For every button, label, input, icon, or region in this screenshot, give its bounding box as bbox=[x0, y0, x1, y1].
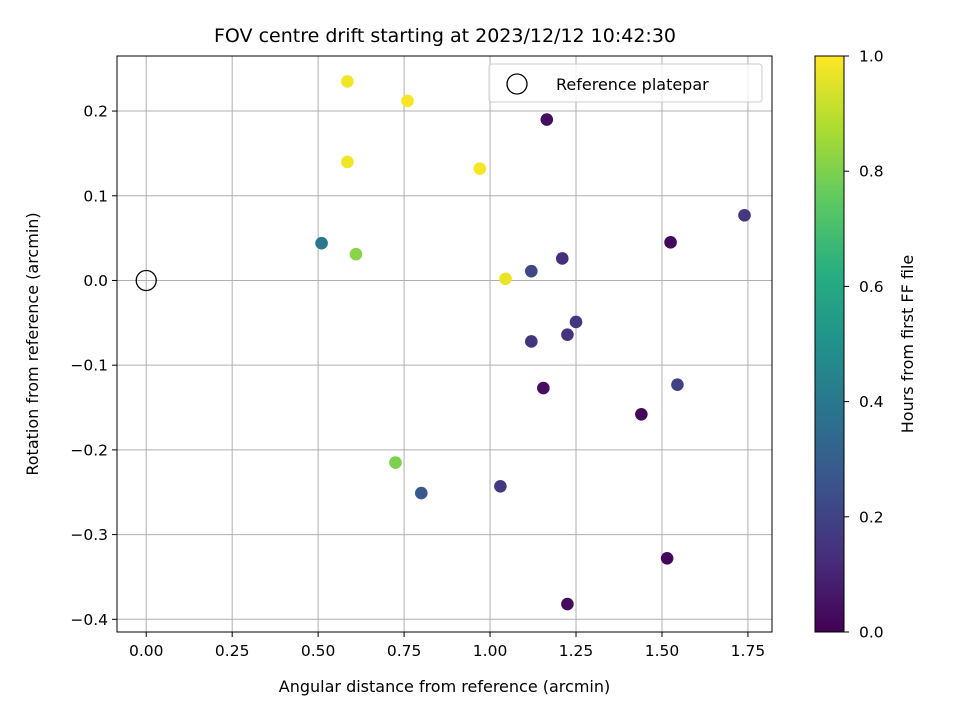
colorbar-tick-label: 0.2 bbox=[859, 508, 884, 526]
legend-box bbox=[488, 63, 763, 103]
colorbar-label: Hours from first FF file bbox=[898, 255, 917, 434]
grid-lines bbox=[117, 56, 772, 632]
colorbar-tick-label: 1.0 bbox=[859, 48, 884, 66]
data-point bbox=[635, 408, 648, 421]
x-tick-label: 0.00 bbox=[129, 642, 164, 660]
y-tick-label: 0.2 bbox=[83, 103, 108, 121]
y-tick-label: 0.1 bbox=[83, 187, 108, 205]
colorbar: 0.0 0.2 0.4 0.6 0.8 1.0 Hours from first FF f… bbox=[814, 48, 917, 642]
legend-reference-marker bbox=[506, 73, 528, 95]
legend: Reference platepar bbox=[488, 63, 763, 103]
y-tick-label: −0.4 bbox=[70, 611, 108, 629]
data-point bbox=[561, 328, 574, 341]
y-tick-label: −0.2 bbox=[70, 441, 108, 459]
reference-platepar-marker bbox=[135, 269, 157, 292]
x-tick-label: 1.00 bbox=[473, 642, 508, 660]
colorbar-frame bbox=[814, 55, 845, 633]
x-axis-label: Angular distance from reference (arcmin) bbox=[279, 677, 610, 696]
colorbar-tick-label: 0.0 bbox=[859, 624, 884, 642]
data-point bbox=[499, 272, 512, 286]
y-axis-label: Rotation from reference (arcmin) bbox=[23, 212, 42, 475]
x-tick-label: 1.75 bbox=[731, 642, 766, 660]
x-tick-label: 1.25 bbox=[559, 642, 594, 660]
data-point bbox=[315, 236, 328, 250]
y-tick-label: −0.1 bbox=[70, 357, 108, 375]
x-axis-ticks: 0.00 0.25 0.50 0.75 1.00 1.25 1.50 1.75 bbox=[129, 632, 765, 660]
data-point bbox=[473, 162, 487, 175]
data-point bbox=[569, 315, 583, 329]
data-point bbox=[738, 208, 751, 222]
colorbar-gradient bbox=[815, 56, 844, 632]
plot-frame bbox=[116, 55, 773, 633]
data-point bbox=[389, 456, 402, 469]
data-point bbox=[525, 335, 538, 348]
y-tick-label: −0.3 bbox=[70, 526, 108, 544]
x-tick-label: 0.25 bbox=[215, 642, 250, 660]
colorbar-tick-label: 0.6 bbox=[859, 278, 884, 296]
x-tick-label: 1.50 bbox=[645, 642, 680, 660]
data-points bbox=[315, 75, 751, 611]
data-point bbox=[664, 236, 677, 249]
data-point bbox=[660, 552, 674, 565]
data-point bbox=[537, 381, 550, 395]
x-tick-label: 0.75 bbox=[387, 642, 422, 660]
chart-title: FOV centre drift starting at 2023/12/12 … bbox=[214, 25, 676, 47]
data-point bbox=[341, 75, 354, 88]
legend-label: Reference platepar bbox=[556, 75, 709, 94]
colorbar-tick-label: 0.4 bbox=[859, 393, 884, 411]
y-axis-ticks: 0.2 0.1 0.0 −0.1 −0.2 −0.3 −0.4 bbox=[70, 103, 117, 629]
data-point bbox=[494, 480, 507, 493]
data-point bbox=[401, 94, 414, 108]
data-point bbox=[540, 113, 554, 126]
data-point bbox=[349, 247, 363, 261]
y-tick-label: 0.0 bbox=[83, 272, 108, 290]
data-point bbox=[341, 155, 354, 169]
data-point bbox=[525, 264, 538, 278]
data-point bbox=[414, 486, 428, 500]
colorbar-tick-label: 0.8 bbox=[859, 163, 884, 181]
data-point bbox=[561, 597, 574, 611]
data-point bbox=[555, 252, 569, 265]
reference-marker bbox=[135, 269, 157, 292]
x-tick-label: 0.50 bbox=[301, 642, 336, 660]
colorbar-ticks: 0.0 0.2 0.4 0.6 0.8 1.0 bbox=[844, 48, 884, 642]
data-point bbox=[671, 378, 684, 391]
